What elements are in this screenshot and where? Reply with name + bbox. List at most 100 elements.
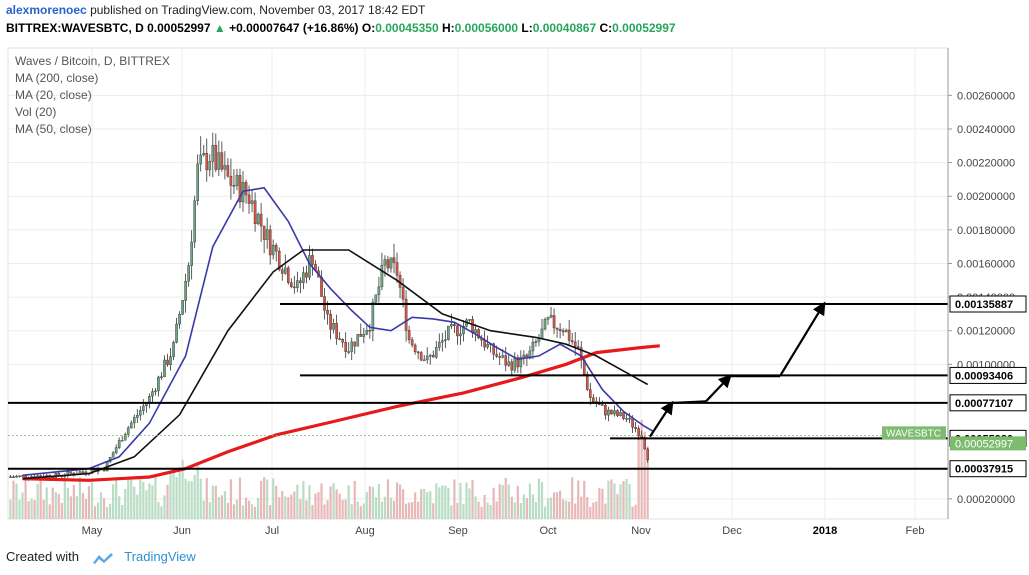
candle-body	[217, 152, 221, 170]
symbol-tag-box	[882, 426, 946, 440]
candle-body	[305, 272, 308, 278]
volume-bar	[380, 501, 384, 519]
volume-bar	[450, 505, 453, 519]
volume-bar	[607, 480, 610, 519]
volume-bar	[275, 485, 278, 519]
candle-body	[283, 267, 287, 274]
y-tick-label: 0.00180000	[957, 225, 1015, 237]
author-link[interactable]: alexmorenoec	[6, 3, 87, 17]
candle-body	[256, 213, 260, 224]
volume-bar	[598, 488, 601, 519]
legend: Waves / Bitcoin, D, BITTREX MA (200, clo…	[15, 53, 170, 138]
volume-bar	[39, 479, 42, 519]
volume-bar	[474, 496, 477, 519]
volume-bar	[468, 488, 471, 519]
candle-body	[184, 281, 187, 301]
volume-bar	[568, 501, 571, 519]
volume-bar	[592, 502, 595, 519]
candle-body	[610, 409, 613, 415]
level-price-label: 0.00037915	[955, 464, 1013, 476]
x-tick-label: Sep	[448, 525, 468, 537]
candle-body	[483, 340, 486, 348]
candle-body	[280, 269, 284, 274]
volume-bar	[510, 496, 513, 519]
volume-bar	[628, 483, 631, 519]
level-price-label: 0.00093406	[955, 370, 1013, 382]
y-tick-label: 0.00260000	[957, 90, 1015, 102]
candle-body	[510, 361, 514, 371]
volume-bar	[646, 446, 649, 519]
candle-body	[501, 355, 505, 358]
legend-symbol: Waves / Bitcoin, D, BITTREX	[15, 54, 170, 68]
up-arrow	[779, 301, 826, 377]
candle-body	[341, 339, 344, 343]
volume-bar	[90, 482, 94, 519]
candle-body	[619, 412, 622, 416]
candle-body	[507, 361, 511, 366]
up-arrow	[649, 400, 674, 438]
volume-bar	[42, 499, 45, 519]
volume-bar	[525, 498, 528, 519]
volume-bar	[456, 502, 459, 519]
candle-body	[220, 152, 224, 170]
legend-ma200: MA (200, close)	[15, 71, 99, 85]
volume-bar	[272, 478, 275, 519]
candle-body	[271, 245, 275, 256]
candle-body	[235, 175, 239, 186]
volume-bar	[190, 481, 193, 519]
candle-body	[371, 301, 375, 331]
volume-bar	[202, 500, 205, 519]
volume-bar	[266, 479, 269, 519]
volume-bar	[571, 477, 574, 519]
candle-body	[362, 333, 366, 337]
volume-bar	[383, 496, 387, 519]
candle-body	[154, 390, 157, 393]
volume-bar	[341, 499, 344, 519]
volume-bar	[296, 484, 299, 519]
candle-body	[274, 245, 278, 252]
candle-body	[229, 175, 233, 186]
candle-body	[311, 255, 314, 265]
volume-bar	[139, 479, 142, 519]
volume-bar	[423, 488, 426, 519]
volume-bar	[320, 483, 323, 519]
candle-body	[450, 324, 453, 327]
candle-body	[135, 414, 139, 418]
price-chart[interactable]: May Jun Jul Aug Sep Oct Nov Dec 2018 Feb 0.0002000…	[0, 38, 1029, 544]
change-arrow-icon: ▲	[213, 21, 226, 35]
volume-bar	[60, 503, 63, 519]
x-tick-label: 2018	[813, 525, 837, 537]
candle-body	[552, 315, 556, 329]
change-value: +0.00007647 (+16.86%)	[229, 21, 359, 35]
candle-body	[447, 325, 450, 340]
volume-bar	[362, 503, 365, 519]
candle-body	[416, 351, 420, 354]
candle-body	[392, 257, 396, 263]
volume-bar	[24, 477, 27, 519]
volume-bar	[549, 497, 553, 519]
candle-body	[401, 287, 405, 300]
volume-bar	[432, 503, 435, 519]
candle-body	[486, 344, 489, 348]
tradingview-link[interactable]: TradingView	[124, 549, 196, 564]
candle-body	[522, 354, 526, 358]
volume-bar	[96, 502, 100, 519]
volume-bar	[453, 479, 456, 519]
volume-bar	[489, 504, 492, 519]
candle-body	[308, 255, 311, 278]
candle-body	[592, 397, 595, 402]
volume-bar	[157, 501, 160, 519]
candle-body	[69, 471, 73, 474]
level-price-label: 0.00135887	[955, 299, 1013, 311]
candle-body	[287, 267, 290, 283]
candle-body	[616, 410, 619, 416]
volume-bar	[483, 494, 486, 519]
candle-body	[441, 340, 444, 343]
y-tick-label: 0.00220000	[957, 158, 1015, 170]
candle-body	[290, 282, 293, 288]
candle-body	[211, 144, 215, 162]
volume-bar	[347, 485, 350, 519]
candle-body	[169, 356, 172, 365]
candle-body	[555, 327, 559, 330]
volume-bar	[27, 501, 30, 519]
